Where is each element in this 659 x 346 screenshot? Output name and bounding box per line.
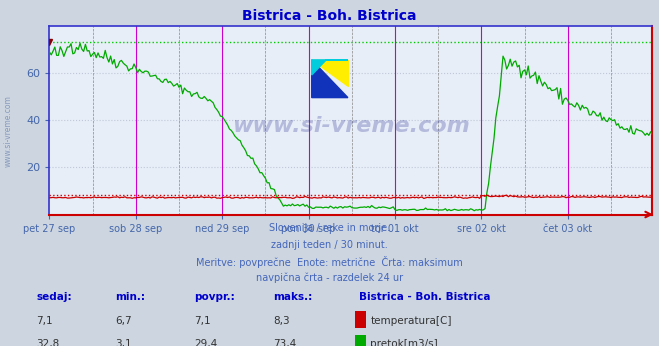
- Text: www.si-vreme.com: www.si-vreme.com: [3, 95, 13, 167]
- Text: povpr.:: povpr.:: [194, 292, 235, 302]
- Text: maks.:: maks.:: [273, 292, 313, 302]
- Text: Meritve: povprečne  Enote: metrične  Črta: maksimum: Meritve: povprečne Enote: metrične Črta:…: [196, 256, 463, 268]
- Text: 7,1: 7,1: [36, 316, 53, 326]
- Text: sedaj:: sedaj:: [36, 292, 72, 302]
- Text: 32,8: 32,8: [36, 339, 59, 346]
- Text: 7,1: 7,1: [194, 316, 211, 326]
- Text: zadnji teden / 30 minut.: zadnji teden / 30 minut.: [271, 240, 388, 250]
- Text: 6,7: 6,7: [115, 316, 132, 326]
- Text: Bistrica - Boh. Bistrica: Bistrica - Boh. Bistrica: [243, 9, 416, 22]
- Polygon shape: [312, 60, 348, 86]
- Text: Bistrica - Boh. Bistrica: Bistrica - Boh. Bistrica: [359, 292, 491, 302]
- Text: 3,1: 3,1: [115, 339, 132, 346]
- Text: 73,4: 73,4: [273, 339, 297, 346]
- Polygon shape: [312, 60, 348, 98]
- Text: min.:: min.:: [115, 292, 146, 302]
- Text: temperatura[C]: temperatura[C]: [370, 316, 452, 326]
- Text: Slovenija / reke in morje.: Slovenija / reke in morje.: [269, 223, 390, 233]
- Text: pretok[m3/s]: pretok[m3/s]: [370, 339, 438, 346]
- Text: 29,4: 29,4: [194, 339, 217, 346]
- Text: navpična črta - razdelek 24 ur: navpična črta - razdelek 24 ur: [256, 273, 403, 283]
- Text: www.si-vreme.com: www.si-vreme.com: [232, 116, 470, 136]
- Text: 8,3: 8,3: [273, 316, 290, 326]
- Polygon shape: [312, 60, 348, 75]
